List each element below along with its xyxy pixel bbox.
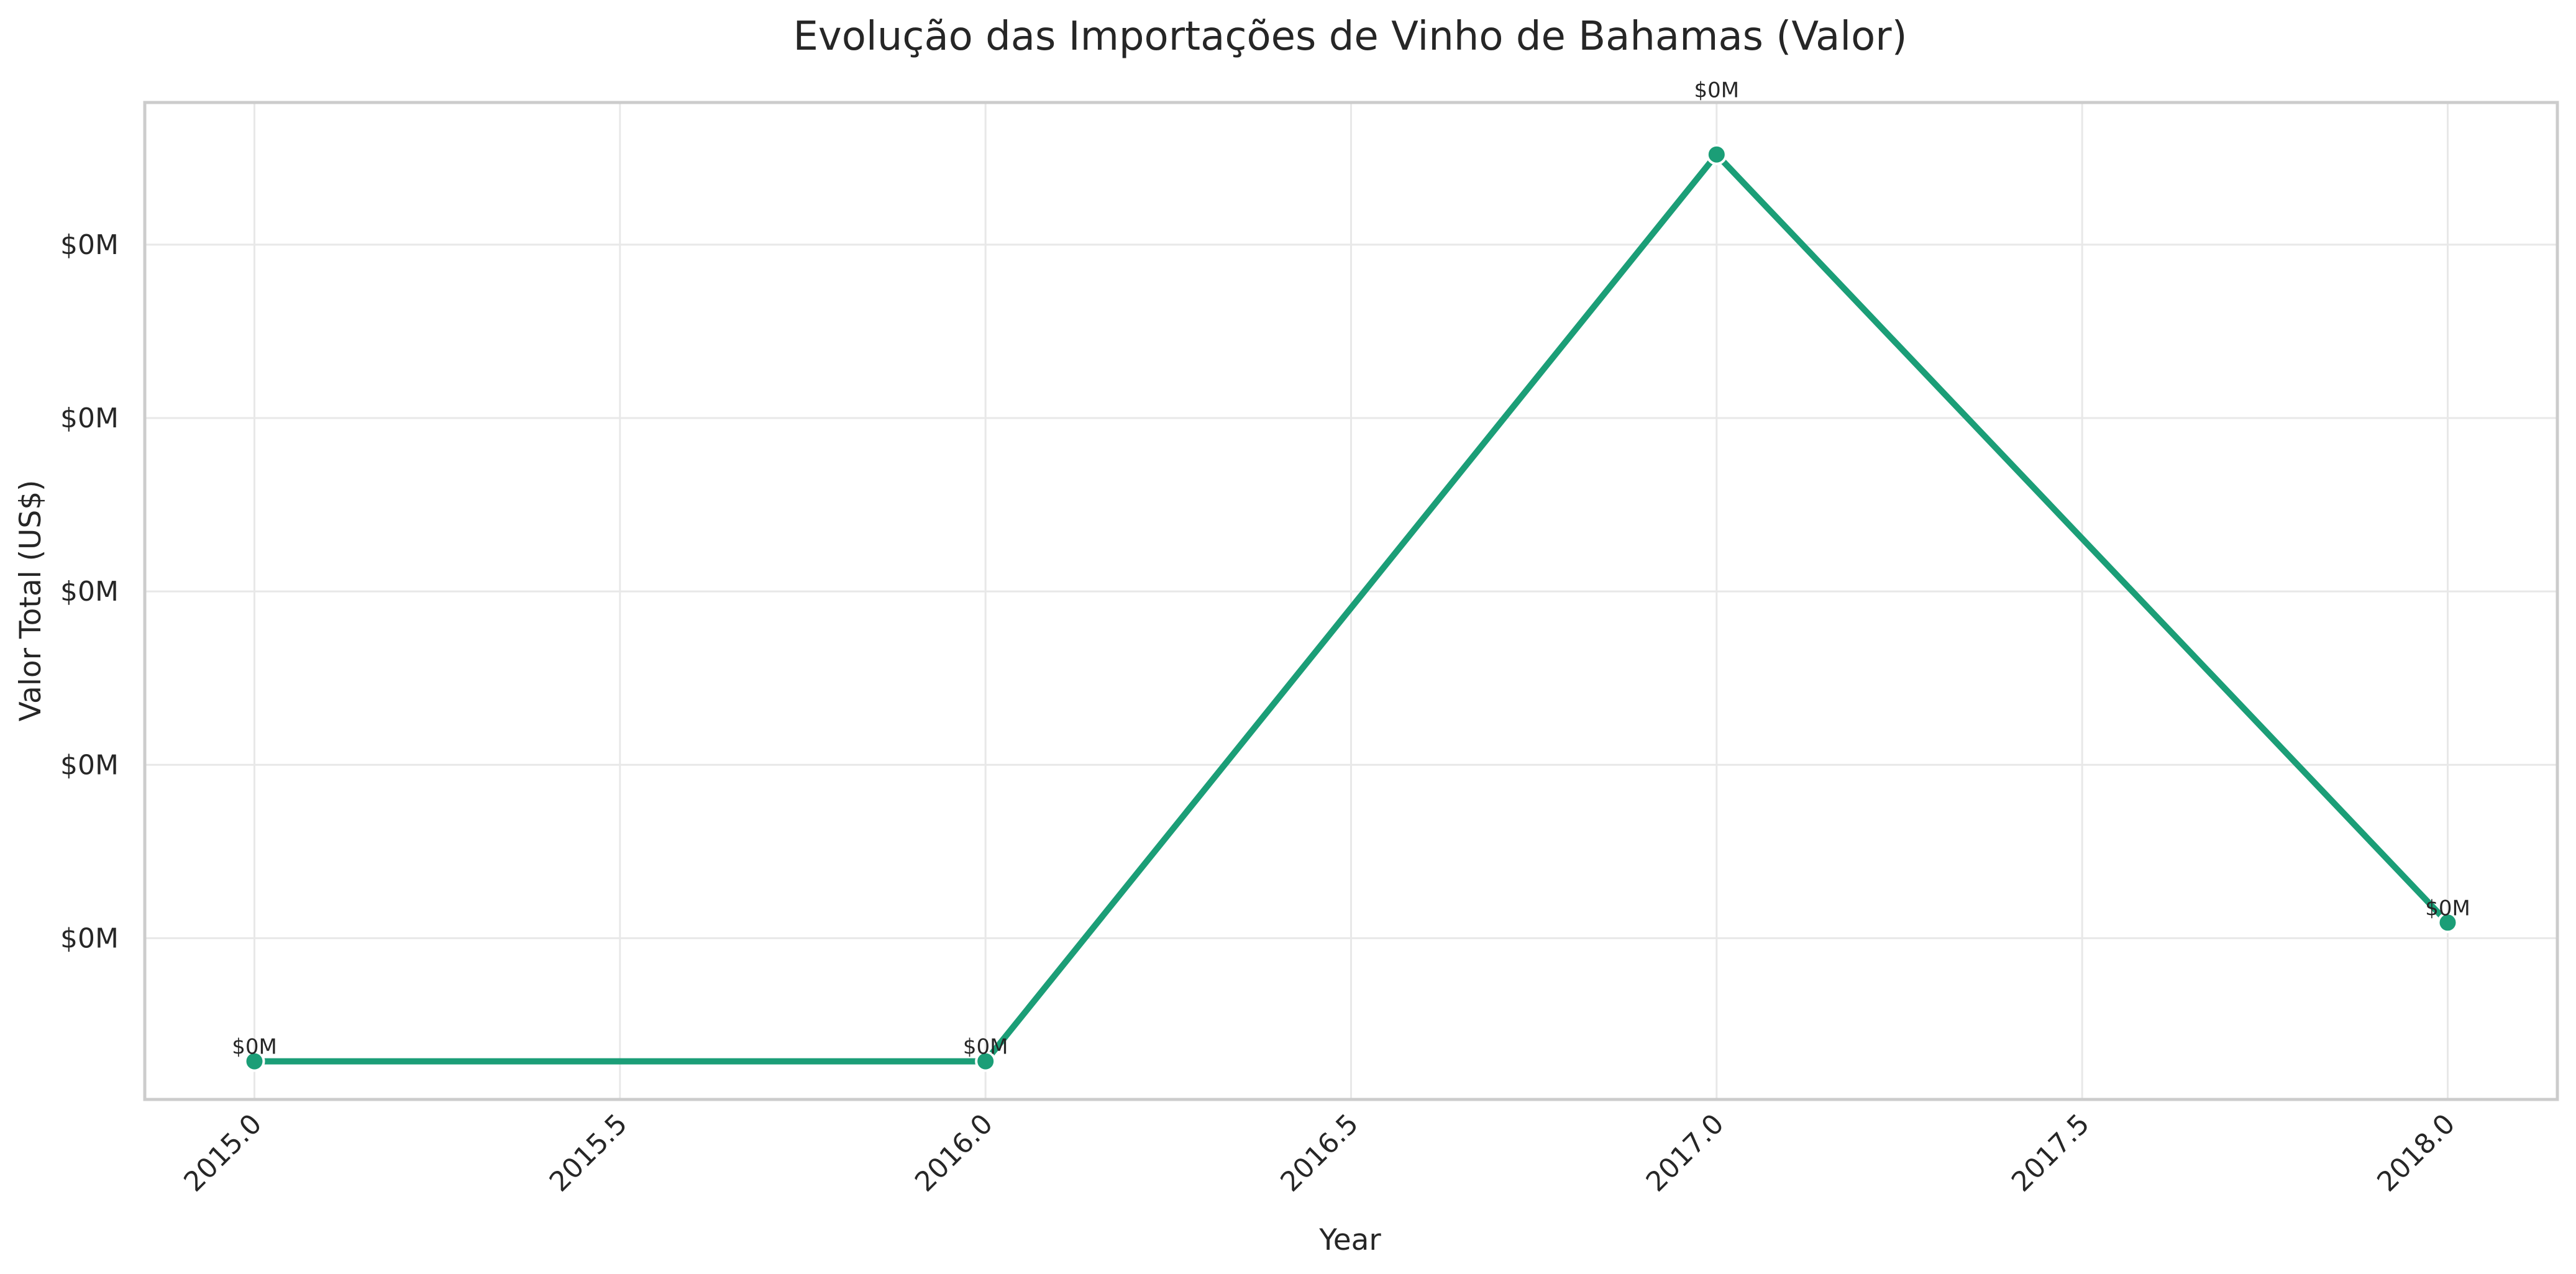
x-axis-ticks: 2015.0 2015.5 2016.0 2016.5 2017.0 2017.5 2018… bbox=[178, 1108, 2461, 1198]
series-layer: $0M $0M $0M $0M bbox=[232, 78, 2470, 1072]
y-tick-label: $0M bbox=[60, 576, 119, 607]
data-point bbox=[2437, 912, 2459, 934]
y-tick-label: $0M bbox=[60, 922, 119, 954]
y-axis-ticks: $0M $0M $0M $0M $0M bbox=[60, 229, 119, 955]
data-point bbox=[975, 1050, 997, 1072]
data-point bbox=[1706, 143, 1727, 165]
x-tick-label: 2018.0 bbox=[2371, 1108, 2461, 1198]
x-tick-label: 2017.0 bbox=[1640, 1108, 1730, 1198]
plot-frame bbox=[143, 101, 2559, 1101]
chart-title: Evolução das Importações de Vinho de Bah… bbox=[793, 14, 1907, 60]
data-label: $0M bbox=[963, 1035, 1008, 1060]
y-tick-label: $0M bbox=[60, 229, 119, 261]
data-point bbox=[244, 1050, 265, 1072]
x-tick-label: 2017.5 bbox=[2006, 1108, 2096, 1198]
data-label: $0M bbox=[1694, 78, 1740, 103]
y-tick-label: $0M bbox=[60, 749, 119, 781]
y-tick-label: $0M bbox=[60, 403, 119, 434]
x-tick-label: 2015.0 bbox=[178, 1108, 268, 1198]
x-axis-title: Year bbox=[1318, 1223, 1381, 1257]
y-axis-title: Valor Total (US$) bbox=[14, 480, 48, 722]
x-tick-label: 2016.5 bbox=[1274, 1108, 1364, 1198]
x-tick-label: 2016.0 bbox=[909, 1108, 999, 1198]
data-label: $0M bbox=[2425, 896, 2470, 921]
grid-lines bbox=[145, 102, 2557, 1099]
series-line bbox=[251, 151, 2451, 1065]
data-label: $0M bbox=[232, 1035, 277, 1060]
x-tick-label: 2015.5 bbox=[544, 1108, 634, 1198]
